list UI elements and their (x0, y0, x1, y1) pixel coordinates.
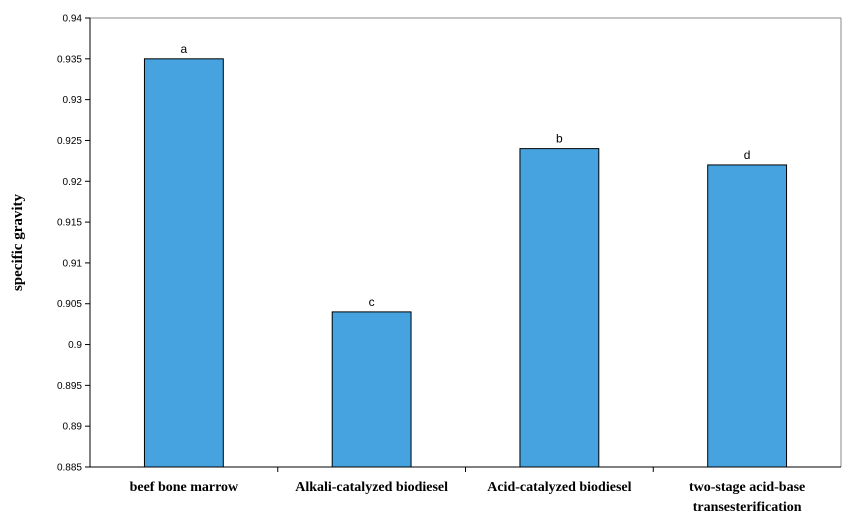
y-tick-label: 0.895 (57, 381, 82, 392)
x-tick-label: two-stage acid-base transesterification (689, 480, 805, 515)
bar-data-label: d (744, 148, 751, 162)
bar-data-label: c (369, 295, 375, 309)
x-tick-label: beef bone marrow (130, 480, 239, 495)
y-tick-label: 0.925 (57, 136, 82, 147)
y-tick-label: 0.935 (57, 54, 82, 65)
bar (143, 58, 224, 468)
y-tick-label: 0.915 (57, 218, 82, 229)
x-axis: beef bone marrow Alkali-catalyzed biodies… (90, 466, 841, 515)
y-tick-label: 0.92 (63, 177, 83, 188)
bar (331, 311, 412, 468)
bar-data-label: b (556, 132, 563, 146)
y-tick-label: 0.9 (68, 340, 82, 351)
bar-data-label: a (181, 42, 188, 56)
y-tick-label: 0.91 (63, 258, 83, 269)
y-tick-label: 0.93 (63, 95, 83, 106)
y-tick-label: 0.885 (57, 463, 82, 474)
bars (143, 58, 788, 468)
y-axis: 0.885 0.89 0.895 0.9 0.905 0.91 0.915 0.92 0.925… (57, 14, 842, 474)
y-tick-label: 0.905 (57, 299, 82, 310)
bar (519, 148, 600, 468)
x-tick-label: Alkali-catalyzed biodiesel (295, 480, 448, 495)
y-tick-label: 0.89 (63, 422, 83, 433)
y-axis-title: specific gravity (10, 193, 26, 291)
x-tick-label: Acid-catalyzed biodiesel (487, 480, 631, 495)
bar (707, 164, 788, 468)
y-tick-label: 0.94 (63, 14, 83, 25)
data-labels: a c b d (181, 42, 751, 309)
